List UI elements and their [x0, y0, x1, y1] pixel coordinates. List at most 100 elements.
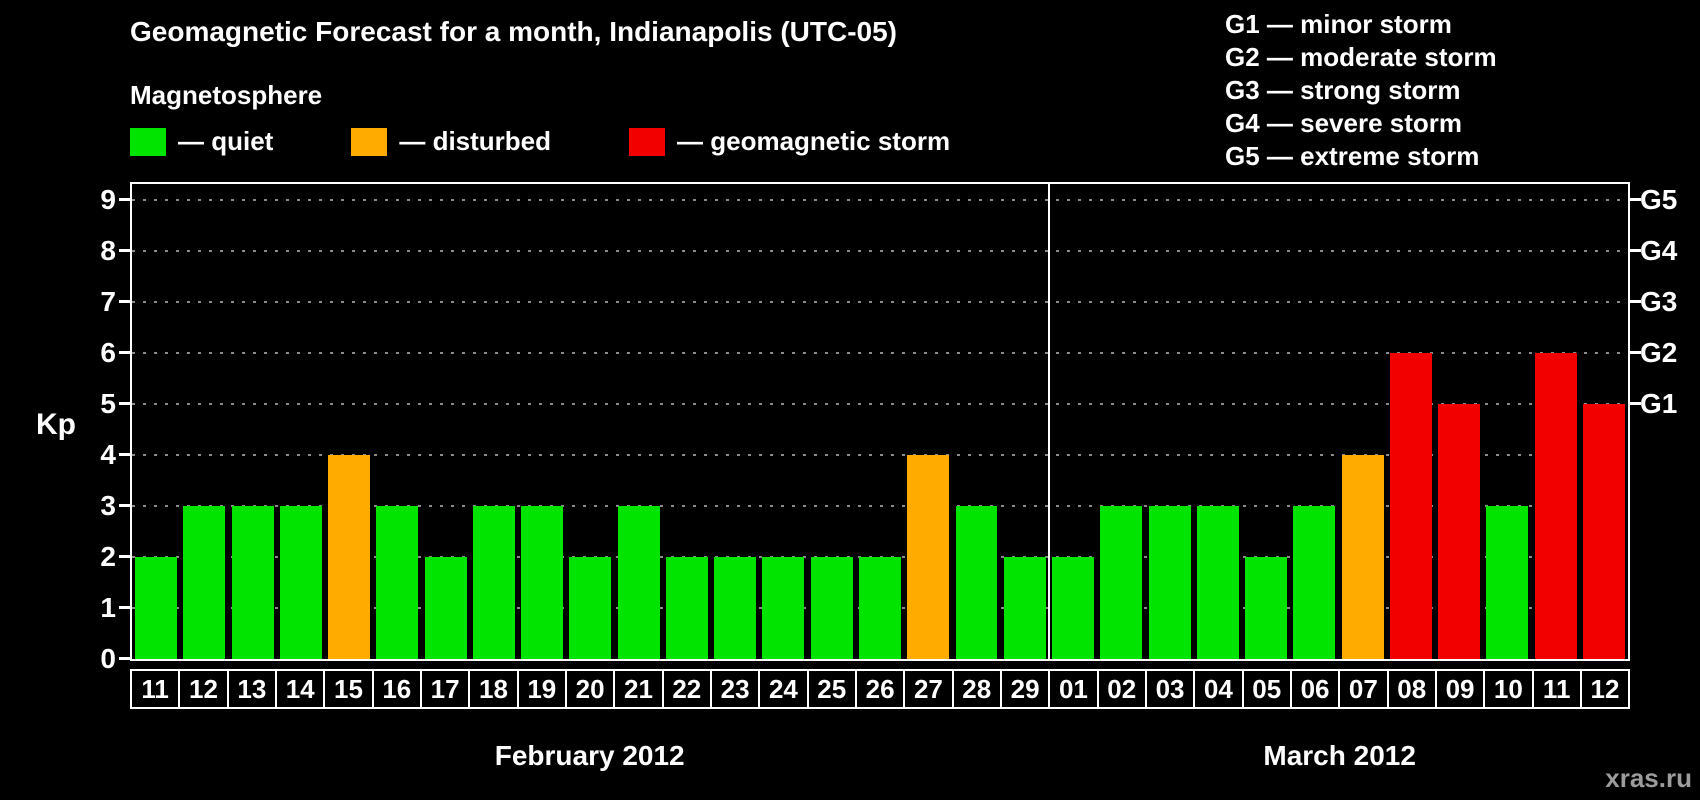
bar-slot	[1580, 184, 1628, 659]
day-label-04: 04	[1193, 671, 1241, 707]
bar-day-11-kp-6	[1534, 352, 1577, 659]
bar-day-20-kp-2	[569, 556, 612, 659]
day-label-01: 01	[1048, 671, 1096, 707]
quiet-color-swatch	[130, 127, 166, 156]
g-legend-line-g4: G4 — severe storm	[1225, 108, 1463, 138]
gridline-kp-9	[132, 198, 1628, 201]
bar-day-12-kp-5	[1582, 403, 1625, 659]
day-label-23: 23	[709, 671, 758, 707]
day-label-21: 21	[613, 671, 661, 707]
legend-title: Magnetosphere	[130, 80, 323, 110]
y-tick-mark	[119, 554, 130, 558]
y-tick-label-7: 7	[100, 285, 116, 317]
y-tick-label-3: 3	[100, 489, 116, 521]
day-label-29: 29	[999, 671, 1048, 707]
y-tick-mark	[119, 299, 130, 303]
bar-slot	[759, 184, 807, 659]
bar-day-24-kp-2	[762, 556, 805, 659]
y-tick-mark	[119, 401, 130, 405]
g-tick-mark	[1630, 299, 1641, 303]
plot-area: 0 1 2 3 4 5 6 7 8 9 G1 G2 G3 G4 G5	[100, 184, 1677, 674]
bar-slot	[180, 184, 228, 659]
bar-day-09-kp-5	[1438, 403, 1481, 659]
y-tick-mark	[119, 452, 130, 456]
bar-day-03-kp-3	[1148, 505, 1191, 659]
g-tick-mark	[1630, 248, 1641, 252]
bar-day-04-kp-3	[1196, 505, 1239, 659]
bar-slot	[904, 184, 952, 659]
g-legend-line-g3: G3 — strong storm	[1225, 75, 1461, 105]
y-tick-label-8: 8	[100, 234, 116, 266]
bar-slot	[325, 184, 373, 659]
bar-day-29-kp-2	[1003, 556, 1046, 659]
gridline-kp-3	[132, 504, 1628, 507]
bar-slot	[1387, 184, 1435, 659]
bar-day-16-kp-3	[376, 505, 419, 659]
bar-day-21-kp-3	[617, 505, 660, 659]
month-separator	[1047, 184, 1050, 659]
bar-slot	[1194, 184, 1242, 659]
day-label-03: 03	[1144, 671, 1193, 707]
bar-day-02-kp-3	[1100, 505, 1143, 659]
bar-slot	[856, 184, 904, 659]
gridline-kp-8	[132, 249, 1628, 252]
watermark: xras.ru	[1605, 763, 1692, 793]
g-legend-line-g5: G5 — extreme storm	[1225, 141, 1480, 171]
legend-item-disturbed: — disturbed	[351, 126, 551, 157]
day-label-06: 06	[1289, 671, 1338, 707]
g-tick-label-g2: G2	[1640, 336, 1678, 368]
bar-slot	[229, 184, 277, 659]
y-tick-mark	[119, 657, 130, 660]
bar-slot	[1531, 184, 1579, 659]
day-label-22: 22	[661, 671, 710, 707]
day-label-25: 25	[806, 671, 855, 707]
day-label-17: 17	[419, 671, 468, 707]
bar-slot	[1483, 184, 1531, 659]
y-tick-mark	[119, 350, 130, 354]
bar-slot	[1290, 184, 1338, 659]
g-tick-mark	[1630, 401, 1641, 405]
legend-label-quiet: — quiet	[178, 126, 274, 156]
legend-label-disturbed: — disturbed	[399, 126, 552, 156]
status-legend: — quiet — disturbed — geomagnetic storm	[130, 126, 950, 157]
bar-slot	[1097, 184, 1145, 659]
day-label-02: 02	[1096, 671, 1145, 707]
day-label-24: 24	[758, 671, 806, 707]
bar-day-07-kp-4	[1341, 454, 1384, 659]
bar-day-28-kp-3	[955, 505, 998, 659]
bar-slot	[615, 184, 663, 659]
day-label-20: 20	[564, 671, 613, 707]
y-tick-label-6: 6	[100, 336, 116, 368]
day-label-12: 12	[178, 671, 226, 707]
bar-slot	[566, 184, 614, 659]
bar-day-27-kp-4	[907, 454, 950, 659]
bar-day-01-kp-2	[1052, 556, 1094, 659]
day-label-13: 13	[226, 671, 275, 707]
y-tick-mark	[119, 248, 130, 252]
month-label: February 2012	[494, 740, 685, 771]
legend-item-storm: — geomagnetic storm	[629, 126, 950, 157]
g-tick-label-g5: G5	[1640, 183, 1678, 215]
day-label-11: 11	[141, 674, 169, 704]
bar-day-12-kp-3	[183, 505, 226, 659]
bar-day-17-kp-2	[424, 556, 467, 659]
day-label-28: 28	[951, 671, 1000, 707]
bar-slot	[277, 184, 325, 659]
day-label-09: 09	[1434, 671, 1483, 707]
bar-day-25-kp-2	[810, 556, 853, 659]
legend-item-quiet: — quiet	[130, 126, 273, 157]
bar-slot	[1001, 184, 1049, 659]
day-label-19: 19	[516, 671, 565, 707]
day-label-18: 18	[468, 671, 516, 707]
day-label-16: 16	[371, 671, 420, 707]
legend-label-storm: — geomagnetic storm	[677, 126, 951, 156]
bar-day-18-kp-3	[472, 505, 515, 659]
y-tick-label-0: 0	[100, 643, 116, 674]
y-tick-mark	[119, 197, 130, 201]
bar-slot	[952, 184, 1000, 659]
y-tick-mark	[119, 503, 130, 507]
bar-slot	[1242, 184, 1290, 659]
day-label-12: 12	[1579, 671, 1628, 707]
bar-slot	[470, 184, 518, 659]
y-tick-label-2: 2	[100, 540, 116, 572]
